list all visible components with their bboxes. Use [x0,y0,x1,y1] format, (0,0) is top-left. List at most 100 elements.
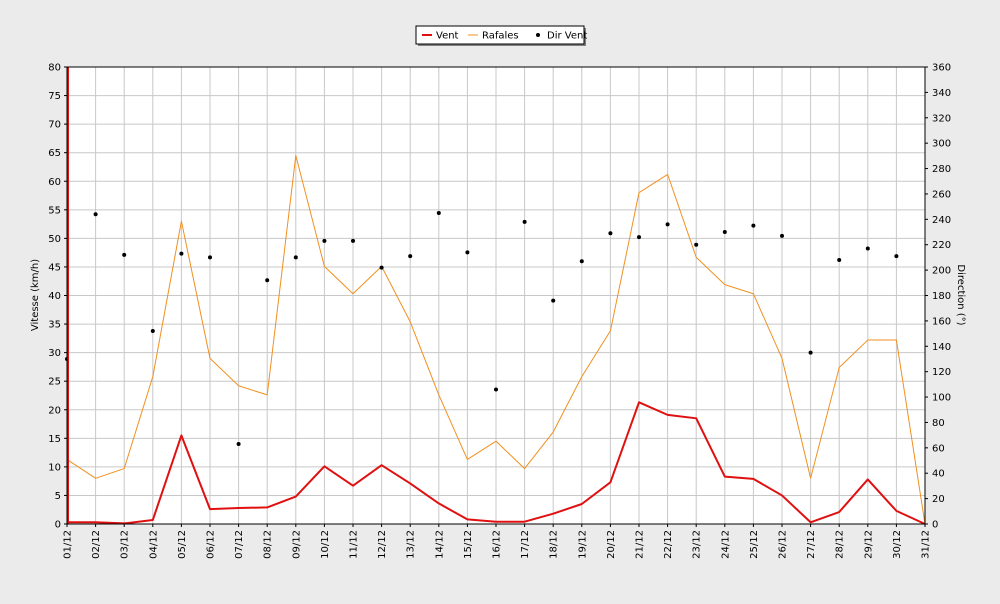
scatter-point-dir-vent [637,235,641,239]
y-axis-label: Vitesse (km/h) [30,259,41,331]
x-tick-label: 21/12 [635,530,646,559]
scatter-point-dir-vent [208,255,212,259]
x-tick-label: 14/12 [434,530,445,559]
scatter-point-dir-vent [837,258,841,262]
y-tick-label: 40 [48,291,61,302]
scatter-point-dir-vent [322,239,326,243]
scatter-point-dir-vent [780,234,784,238]
x-tick-label: 01/12 [63,530,74,559]
y-tick-label: 65 [48,148,61,159]
scatter-point-dir-vent [437,211,441,215]
y-tick-label: 55 [48,205,61,216]
x-tick-label: 15/12 [463,530,474,559]
scatter-point-dir-vent [751,224,755,228]
legend-swatch [536,33,540,37]
y-tick-label: 35 [48,320,61,331]
scatter-point-dir-vent [809,351,813,355]
y2-tick-label: 100 [932,393,951,404]
scatter-point-dir-vent [179,252,183,256]
y2-tick-label: 80 [932,418,945,429]
scatter-point-dir-vent [551,299,555,303]
scatter-point-dir-vent [866,247,870,251]
legend: Vent Rafales Dir Vent [416,26,587,46]
scatter-point-dir-vent [237,442,241,446]
y2-tick-label: 180 [932,291,951,302]
x-tick-label: 26/12 [778,530,789,559]
x-tick-label: 31/12 [921,530,932,559]
y-tick-label: 25 [48,377,61,388]
y-tick-label: 20 [48,405,61,416]
scatter-point-dir-vent [351,239,355,243]
y-tick-label: 10 [48,462,61,473]
x-tick-label: 29/12 [863,530,874,559]
x-tick-label: 30/12 [892,530,903,559]
x-tick-label: 28/12 [835,530,846,559]
y-tick-label: 45 [48,262,61,273]
x-tick-label: 09/12 [291,530,302,559]
y2-tick-label: 320 [932,113,951,124]
scatter-point-dir-vent [494,387,498,391]
y2-tick-label: 20 [932,494,945,505]
y2-tick-label: 280 [932,164,951,175]
legend-label: Rafales [482,31,519,42]
x-tick-label: 06/12 [206,530,217,559]
x-tick-label: 10/12 [320,530,331,559]
y2-tick-label: 120 [932,367,951,378]
x-tick-label: 25/12 [749,530,760,559]
legend-label: Dir Vent [547,31,587,42]
y2-axis-label: Direction (°) [955,264,966,325]
scatter-point-dir-vent [723,230,727,234]
x-tick-label: 18/12 [549,530,560,559]
x-tick-label: 08/12 [263,530,274,559]
x-tick-label: 13/12 [406,530,417,559]
scatter-point-dir-vent [608,231,612,235]
scatter-point-dir-vent [380,266,384,270]
y-tick-label: 5 [55,491,61,502]
y2-tick-label: 160 [932,316,951,327]
scatter-point-dir-vent [580,259,584,263]
y-tick-label: 30 [48,348,61,359]
y-tick-label: 75 [48,91,61,102]
y2-tick-label: 140 [932,342,951,353]
y2-tick-label: 40 [932,469,945,480]
y2-tick-label: 60 [932,443,945,454]
y-tick-label: 50 [48,234,61,245]
x-tick-label: 19/12 [577,530,588,559]
scatter-point-dir-vent [694,243,698,247]
y-tick-label: 60 [48,177,61,188]
y-tick-label: 0 [55,520,61,531]
x-tick-label: 11/12 [349,530,360,559]
scatter-point-dir-vent [265,278,269,282]
x-tick-label: 27/12 [806,530,817,559]
x-tick-label: 02/12 [91,530,102,559]
x-tick-label: 16/12 [492,530,503,559]
y2-tick-label: 360 [932,63,951,74]
x-tick-label: 24/12 [720,530,731,559]
legend-label: Vent [436,31,459,42]
x-tick-label: 12/12 [377,530,388,559]
x-tick-label: 22/12 [663,530,674,559]
scatter-point-dir-vent [122,253,126,257]
scatter-point-dir-vent [894,254,898,258]
scatter-point-dir-vent [666,222,670,226]
y2-tick-label: 220 [932,240,951,251]
x-tick-label: 03/12 [120,530,131,559]
x-tick-label: 04/12 [148,530,159,559]
x-tick-label: 07/12 [234,530,245,559]
x-tick-label: 23/12 [692,530,703,559]
scatter-point-dir-vent [294,255,298,259]
y-tick-label: 15 [48,434,61,445]
y2-tick-label: 200 [932,266,951,277]
x-tick-label: 20/12 [606,530,617,559]
x-tick-label: 17/12 [520,530,531,559]
y2-tick-label: 0 [932,520,938,531]
y2-tick-label: 340 [932,88,951,99]
y2-tick-label: 300 [932,139,951,150]
scatter-point-dir-vent [94,212,98,216]
y2-tick-label: 240 [932,215,951,226]
scatter-point-dir-vent [523,220,527,224]
y-tick-label: 70 [48,120,61,131]
y2-tick-label: 260 [932,189,951,200]
